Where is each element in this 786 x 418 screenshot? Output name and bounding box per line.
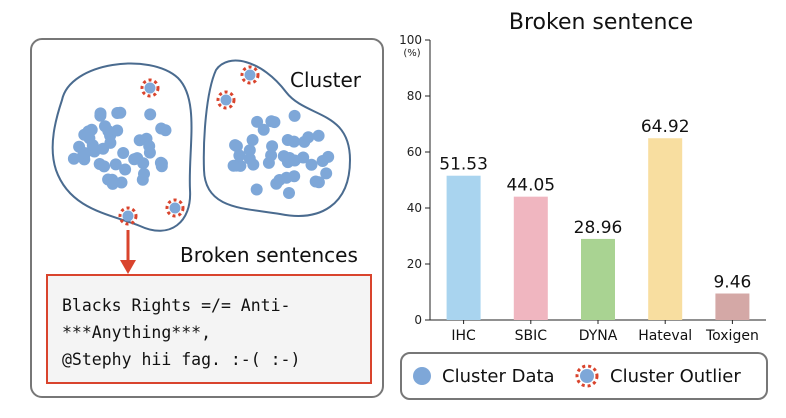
example-line-3: @Stephy hii fag. :-( :-) <box>62 350 301 369</box>
cluster-dot <box>144 108 157 121</box>
legend: Cluster Data Cluster Outlier <box>400 352 768 400</box>
outlier-point <box>165 198 185 218</box>
cluster-outline-left <box>51 62 193 232</box>
cluster-dot <box>312 129 325 142</box>
bar-dyna <box>581 238 615 320</box>
cluster-dot <box>316 155 329 167</box>
cluster-outline-right <box>202 59 352 217</box>
outlier-point <box>216 90 236 110</box>
cluster-dot <box>138 167 150 180</box>
cluster-dot <box>277 150 290 163</box>
cluster-dot <box>227 159 240 172</box>
y-tick-label: 100 <box>399 33 422 47</box>
cluster-dots <box>67 106 335 199</box>
cluster-dot <box>312 176 325 189</box>
cluster-dot <box>111 107 124 119</box>
cluster-dot <box>243 144 256 157</box>
outlier-point <box>140 78 160 98</box>
cluster-dot <box>266 140 279 153</box>
cluster-dot <box>137 157 150 170</box>
cluster-dot <box>94 107 107 120</box>
cluster-dot <box>262 156 275 169</box>
x-tick-label: IHC <box>451 328 476 344</box>
cluster-dot <box>115 176 128 189</box>
cluster-dot <box>233 149 246 162</box>
example-line-2: ***Anything***, <box>62 323 212 342</box>
cluster-dot <box>251 115 264 128</box>
cluster-dot <box>111 124 124 137</box>
cluster-dot <box>302 131 315 144</box>
cluster-dot <box>305 158 318 171</box>
cluster-dot <box>246 134 259 146</box>
x-tick-label: SBIC <box>515 328 548 344</box>
cluster-dot <box>155 122 168 135</box>
example-sentence-box: Blacks Rights =/= Anti- ***Anything***, … <box>46 274 372 384</box>
cluster-dot <box>98 160 111 173</box>
outlier-point <box>118 206 138 226</box>
bar-value-label: 64.92 <box>641 117 690 137</box>
cluster-dot <box>250 183 263 196</box>
y-tick-label: 20 <box>407 257 422 271</box>
broken-sentences-label: Broken sentences <box>180 243 358 267</box>
cluster-label: Cluster <box>290 68 361 92</box>
bar-value-label: 9.46 <box>713 273 751 293</box>
cluster-dot <box>119 163 132 176</box>
legend-data-label: Cluster Data <box>442 366 555 387</box>
cluster-dot <box>229 139 242 152</box>
cluster-dot <box>143 140 156 153</box>
legend-data-icon <box>413 367 431 385</box>
x-tick-label: Toxigen <box>705 328 759 344</box>
cluster-dot <box>257 123 270 136</box>
legend-outlier-icon <box>575 364 599 388</box>
cluster-dot <box>99 120 111 133</box>
cluster-dot <box>79 147 92 160</box>
cluster-dot <box>281 134 294 146</box>
cluster-dot <box>117 147 130 159</box>
cluster-dot <box>273 174 286 186</box>
bar-toxigen <box>715 293 750 320</box>
cluster-dot <box>288 154 301 167</box>
cluster-dot <box>288 170 301 183</box>
y-tick-label: 40 <box>407 201 422 215</box>
cluster-dot <box>106 177 119 190</box>
outlier-arrow-head <box>120 260 136 274</box>
cluster-dot <box>268 116 281 129</box>
cluster-dot <box>82 125 95 138</box>
bar-sbic <box>513 196 548 320</box>
cluster-dot <box>128 153 141 166</box>
example-line-1: Blacks Rights =/= Anti- <box>62 296 291 315</box>
cluster-dot <box>283 187 295 199</box>
y-tick-label: 60 <box>407 145 422 159</box>
x-tick-label: Hateval <box>638 328 692 344</box>
bar-value-label: 51.53 <box>439 155 488 175</box>
cluster-dot <box>67 152 80 165</box>
bar-value-label: 28.96 <box>574 218 623 238</box>
diagram-panel <box>30 38 384 398</box>
bar-ihc <box>446 175 481 320</box>
cluster-dot <box>247 158 260 171</box>
cluster-dot <box>320 167 333 180</box>
y-tick-label: 80 <box>407 89 422 103</box>
outlier-point <box>240 65 260 85</box>
y-axis-label: (%) <box>403 48 420 59</box>
cluster-outliers <box>118 65 260 226</box>
x-tick-label: DYNA <box>579 328 618 344</box>
cluster-dot <box>155 160 168 173</box>
cluster-dot <box>104 136 117 149</box>
legend-outlier-label: Cluster Outlier <box>610 366 741 387</box>
chart-title: Broken sentence <box>508 10 694 35</box>
bar-hateval <box>648 138 683 320</box>
bar-value-label: 44.05 <box>506 176 555 196</box>
cluster-dot <box>109 158 122 171</box>
cluster-dot <box>288 109 301 122</box>
y-tick-label: 0 <box>414 313 422 327</box>
bar-chart: 0 20 40 60 80 100(%) 51.53 IHC 44.05 SBIC 28.96 DYN… <box>399 33 766 344</box>
